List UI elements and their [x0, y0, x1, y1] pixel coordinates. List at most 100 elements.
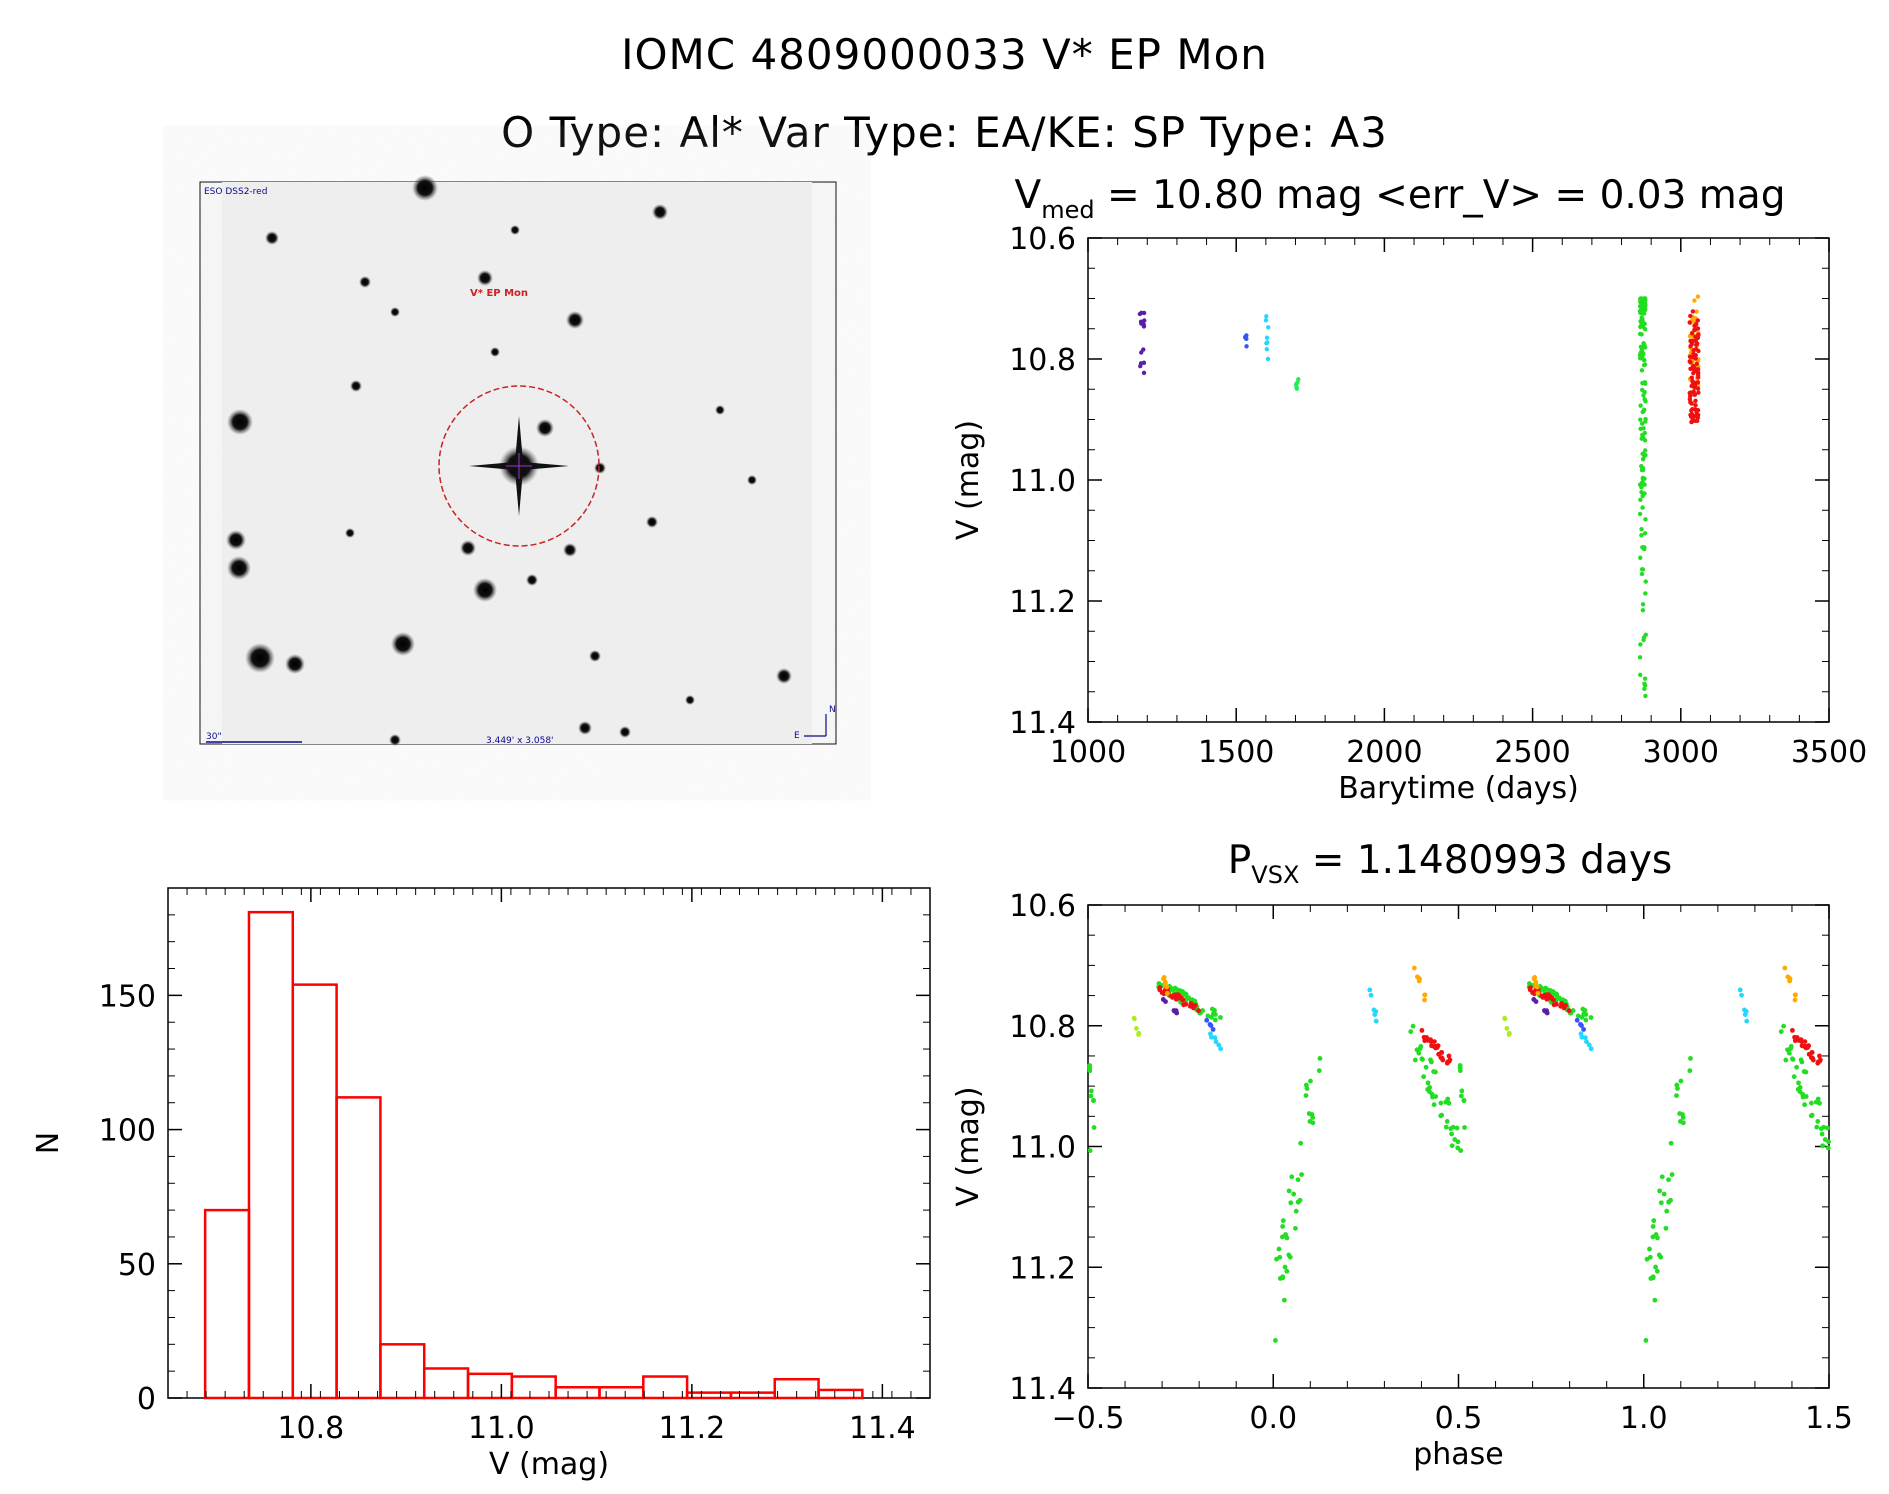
lightcurve-point-cam1 [1139, 310, 1144, 316]
phased-point [1429, 1091, 1435, 1097]
y-tick-label: 11.4 [1009, 1372, 1076, 1407]
phased-point [1371, 1007, 1377, 1013]
phased-point [1527, 987, 1533, 993]
phased-point [1164, 990, 1170, 996]
lightcurve-point-cam5 [1641, 362, 1647, 368]
phased-point [1208, 1023, 1214, 1028]
finder-star [473, 578, 497, 602]
lightcurve-point-cam5 [1641, 409, 1646, 414]
phased-point [1792, 997, 1798, 1003]
phased-point [1549, 995, 1555, 1001]
phased-point [1650, 1224, 1656, 1229]
phased-point [1540, 994, 1546, 1000]
phased-point [1091, 1125, 1097, 1130]
phased-point [1298, 1140, 1304, 1146]
phased-point [1744, 1018, 1750, 1024]
finder-star [646, 516, 658, 528]
compass-icon: N E [794, 705, 836, 741]
x-tick-label: 3500 [1791, 735, 1867, 770]
phased-point [1778, 1029, 1784, 1035]
phased-point [1299, 1172, 1304, 1177]
x-tick-label: 1500 [1198, 735, 1274, 770]
phased-point [1443, 1124, 1449, 1130]
lightcurve-point-cam5 [1642, 545, 1647, 550]
phased-point [1787, 978, 1793, 984]
phased-point [1581, 1027, 1587, 1032]
histogram-bar [379, 1343, 426, 1400]
phased-ylabel: V (mag) [951, 1086, 986, 1206]
phased-title-sub: VSX [1251, 861, 1299, 889]
phased-point [1580, 1006, 1586, 1012]
phased-point [1546, 992, 1551, 997]
phased-point [1815, 1119, 1821, 1124]
y-tick-label: 0 [137, 1382, 156, 1417]
lightcurve-point-cam5 [1640, 387, 1645, 393]
phased-point [1793, 992, 1798, 998]
finder-star [359, 276, 371, 288]
finder-star [578, 721, 592, 735]
lightcurve-point-cam5 [1640, 451, 1646, 456]
lightcurve-point-cam3 [1264, 340, 1269, 346]
phased-point [1647, 1246, 1652, 1252]
lightcurve-point-cam6 [1695, 294, 1701, 299]
lightcurve-point-cam3 [1265, 356, 1271, 362]
finder-star [477, 270, 493, 286]
finder-star [715, 405, 725, 415]
phased-point [1428, 1039, 1434, 1044]
phased-point [1286, 1252, 1292, 1258]
lightcurve-point-cam5 [1638, 324, 1643, 330]
lightcurve-point-cam1 [1141, 324, 1147, 329]
phased-point [1172, 985, 1178, 991]
lightcurve-point-cam5 [1641, 393, 1646, 398]
x-tick-label: 0.5 [1435, 1401, 1483, 1436]
phased-point [1446, 1053, 1452, 1059]
phased-point [1410, 1023, 1416, 1029]
phased-point [1218, 1046, 1224, 1052]
phased-point [1439, 1050, 1445, 1055]
y-tick-label: 11.2 [1009, 1251, 1076, 1286]
x-tick-label: 1.0 [1620, 1401, 1668, 1436]
lightcurve-point-cam5 [1639, 480, 1645, 485]
phased-point [1192, 1002, 1198, 1008]
phased-point [1643, 1338, 1649, 1343]
histogram-bar [247, 910, 295, 1400]
phased-point [1677, 1111, 1683, 1116]
x-tick-label: 3000 [1643, 735, 1719, 770]
y-tick-label: 11.0 [1009, 1131, 1076, 1166]
phased-point [1303, 1093, 1309, 1098]
phased-point [1822, 1137, 1828, 1142]
phased-point [1134, 1026, 1139, 1031]
y-tick-label: 11.2 [1009, 585, 1076, 620]
phased-point [1680, 1115, 1686, 1120]
phased-point [1526, 981, 1532, 986]
histogram-axes: 10.8 11.0 11.2 11.4 0 50 100 150 [99, 887, 931, 1446]
lightcurve-points [1137, 294, 1701, 699]
finder-star [747, 475, 757, 485]
phased-points [1087, 965, 1831, 1343]
phased-point [1162, 979, 1168, 985]
x-tick-label: 10.8 [277, 1411, 344, 1446]
lightcurve-title: Vmed = 10.80 mag <err_V> = 0.03 mag [1015, 173, 1786, 224]
phased-axes: −0.5 0.0 0.5 1.0 1.5 10.6 10.8 11.0 11.2 11.4 [1009, 889, 1853, 1436]
phased-point [1408, 1029, 1414, 1035]
phased-point [1210, 1027, 1216, 1032]
phased-point [1533, 999, 1539, 1004]
phased-point [1310, 1115, 1316, 1120]
phased-point [1432, 1039, 1437, 1044]
lightcurve-point-cam5 [1642, 342, 1647, 347]
lightcurve-point-cam5 [1640, 296, 1645, 302]
phased-point [1796, 1080, 1801, 1086]
lightcurve-point-cam5 [1638, 426, 1643, 432]
phased-point [1809, 1112, 1815, 1118]
y-tick-label: 150 [99, 979, 156, 1014]
compass-e-label: E [794, 731, 800, 741]
lightcurve-point-cam5 [1642, 430, 1647, 436]
phased-point [1583, 1017, 1589, 1023]
phased-point [1418, 1044, 1424, 1049]
phased-point [1218, 1015, 1223, 1020]
lightcurve-point-cam7 [1689, 331, 1695, 336]
lightcurve-point-cam5 [1638, 403, 1643, 408]
lightcurve-point-cam7 [1696, 332, 1701, 337]
phased-point [1664, 1208, 1670, 1214]
lightcurve-point-cam5 [1640, 456, 1646, 462]
